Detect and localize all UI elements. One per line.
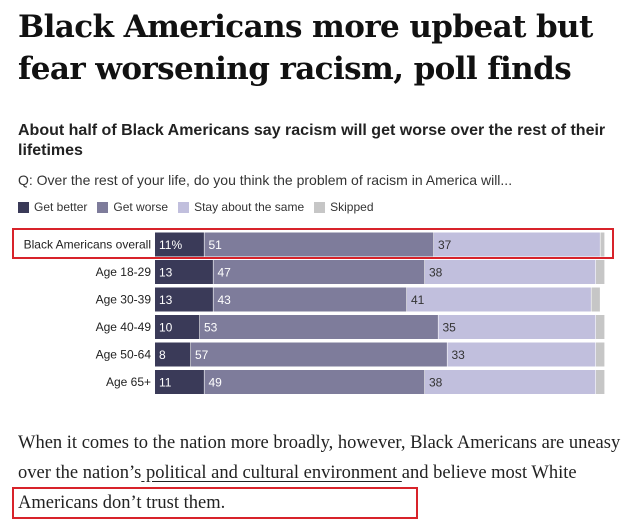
legend-label-stay-same: Stay about the same: [194, 200, 305, 214]
legend-item-get-worse: Get worse: [97, 200, 168, 214]
legend-swatch-skipped: [314, 201, 326, 213]
legend-swatch-get-worse: [97, 201, 109, 213]
value-label-get-worse-age-50-64: 57: [195, 348, 209, 362]
value-label-get-better-age-65: 11: [159, 376, 172, 390]
category-label-age-18-29: Age 18-29: [96, 265, 152, 279]
category-label-age-65: Age 65+: [106, 375, 151, 389]
legend-label-get-worse: Get worse: [113, 200, 169, 214]
paragraph-text-end: and believe most White Americans don’t t…: [18, 463, 577, 513]
legend-item-skipped: Skipped: [314, 200, 374, 214]
bar-get-worse-age-18-29: [213, 260, 425, 284]
chart-legend: Get better Get worse Stay about the same…: [18, 200, 384, 214]
value-label-get-worse-age-40-49: 53: [204, 321, 218, 335]
bar-get-worse-age-40-49: [200, 315, 438, 339]
legend-label-skipped: Skipped: [330, 200, 374, 214]
value-label-stay-about-the-same-age-30-39: 41: [411, 293, 425, 307]
headline: Black Americans more upbeat but fear wor…: [18, 9, 593, 87]
bar-skipped-age-65: [596, 370, 605, 394]
chart-question: Q: Over the rest of your life, do you th…: [18, 172, 513, 188]
value-label-get-worse-age-65: 49: [209, 376, 223, 390]
legend-item-stay-same: Stay about the same: [178, 200, 304, 214]
chart-title: About half of Black Americans say racism…: [18, 122, 606, 159]
category-label-age-30-39: Age 30-39: [96, 293, 152, 307]
bar-stay-about-the-same-age-65: [425, 370, 596, 394]
value-label-get-better-age-30-39: 13: [159, 293, 173, 307]
value-label-get-better-age-18-29: 13: [159, 266, 173, 280]
value-label-stay-about-the-same-age-18-29: 38: [429, 266, 443, 280]
bar-get-better-age-40-49: [155, 315, 200, 339]
bar-get-better-age-18-29: [155, 260, 213, 284]
legend-label-get-better: Get better: [34, 200, 88, 214]
category-label-black-americans-overall: Black Americans overall: [24, 238, 151, 252]
highlight-box-overall: [12, 228, 614, 259]
bar-get-better-age-65: [155, 370, 204, 394]
bar-get-better-age-50-64: [155, 342, 191, 367]
value-label-get-worse-black-americans-overall: 51: [209, 238, 223, 252]
value-label-get-better-age-40-49: 10: [159, 321, 173, 335]
legend-item-get-better: Get better: [18, 200, 87, 214]
bar-skipped-age-40-49: [596, 315, 605, 339]
bar-stay-about-the-same-age-50-64: [447, 342, 596, 367]
bar-get-worse-age-30-39: [213, 287, 407, 312]
paragraph-text-start: When it comes to the nation more broadly…: [18, 433, 621, 483]
bar-skipped-age-18-29: [596, 260, 605, 284]
value-label-get-worse-age-30-39: 43: [218, 293, 232, 307]
stacked-bar-chart: Black Americans overall 11% 51 37 Age 18-29 1…: [24, 232, 605, 394]
bar-get-worse-black-americans-overall: [204, 232, 434, 257]
value-label-get-better-age-50-64: 8: [159, 348, 166, 362]
value-label-get-worse-age-18-29: 47: [218, 266, 232, 280]
value-label-get-better-black-americans-overall: 11%: [159, 238, 182, 252]
bar-stay-about-the-same-age-40-49: [438, 315, 596, 339]
bar-skipped-age-50-64: [596, 342, 605, 367]
bar-stay-about-the-same-age-30-39: [407, 287, 591, 312]
bar-get-worse-age-65: [204, 370, 425, 394]
bar-stay-about-the-same-black-americans-overall: [434, 232, 600, 257]
legend-swatch-stay-same: [178, 201, 190, 213]
value-label-stay-about-the-same-age-50-64: 33: [452, 348, 466, 362]
bar-stay-about-the-same-age-18-29: [425, 260, 596, 284]
category-label-age-50-64: Age 50-64: [96, 348, 152, 362]
bar-skipped-black-americans-overall: [600, 232, 605, 257]
legend-swatch-get-better: [18, 201, 29, 213]
highlight-box-text: [12, 487, 418, 519]
value-label-stay-about-the-same-age-65: 38: [429, 376, 443, 390]
bar-skipped-age-30-39: [591, 287, 600, 312]
category-label-age-40-49: Age 40-49: [96, 320, 152, 334]
value-label-stay-about-the-same-age-40-49: 35: [443, 321, 457, 335]
political-cultural-link[interactable]: political and cultural environment: [141, 463, 402, 483]
value-label-stay-about-the-same-black-americans-overall: 37: [438, 238, 452, 252]
article-paragraph: When it comes to the nation more broadly…: [18, 428, 623, 518]
bar-get-better-black-americans-overall: [155, 232, 204, 257]
bar-get-worse-age-50-64: [191, 342, 447, 367]
bar-get-better-age-30-39: [155, 287, 213, 312]
